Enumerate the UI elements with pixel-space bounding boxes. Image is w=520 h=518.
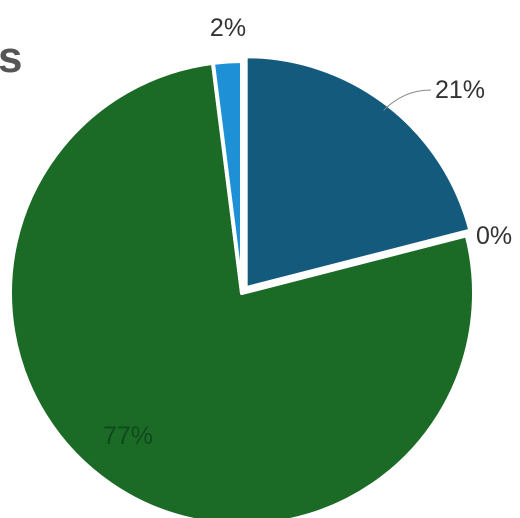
slice-label: 77% (103, 422, 153, 450)
chart-title-fragment: s (0, 33, 22, 82)
leader-line (383, 89, 432, 111)
leader-lines (383, 89, 432, 111)
slice-label: 0% (476, 222, 512, 250)
slice-labels: 21% 0% 77% 2% (103, 14, 512, 450)
pie-slice-21pct (243, 54, 473, 291)
pie-slice-77pct (8, 60, 476, 518)
pie-slice-2pct (210, 59, 244, 295)
pie-slices (8, 54, 476, 518)
slice-label: 2% (210, 14, 246, 42)
slice-label: 21% (435, 76, 485, 104)
